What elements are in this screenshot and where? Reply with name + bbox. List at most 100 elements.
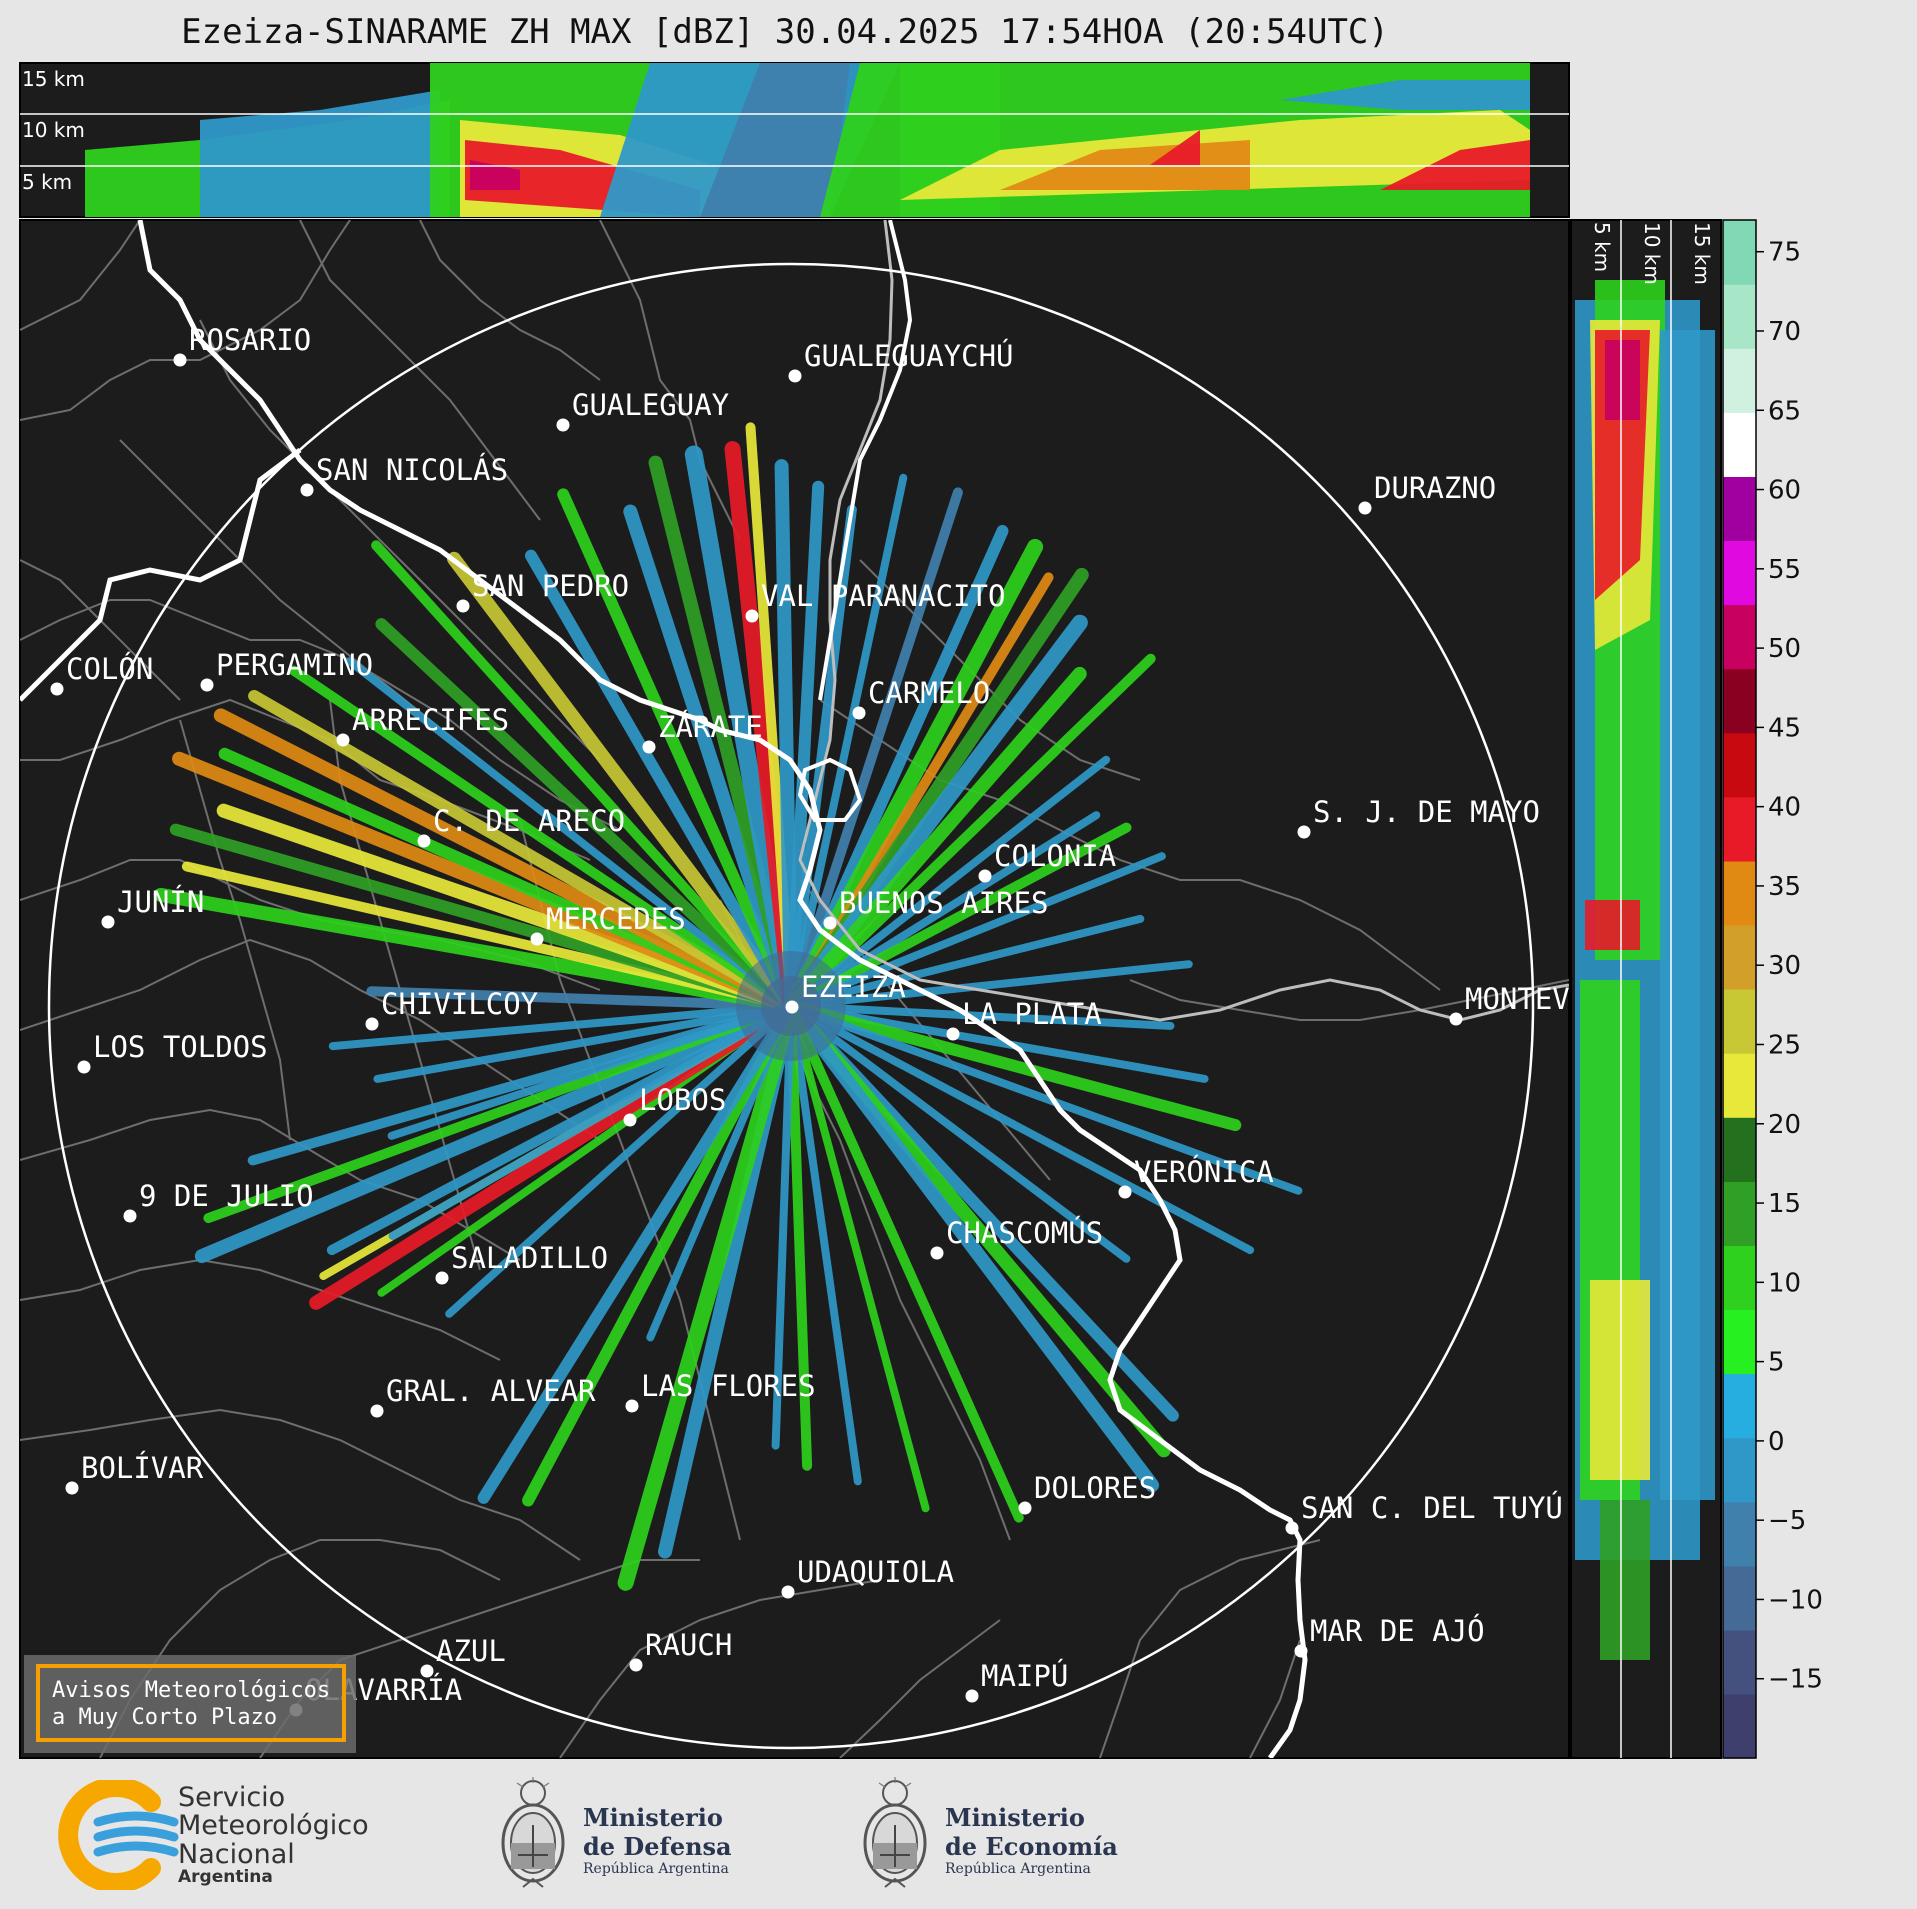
city-dot — [50, 682, 64, 696]
city-label: MAIPÚ — [981, 1659, 1068, 1693]
colorbar-tick-label: 45 — [1768, 713, 1801, 743]
city-label: SAN C. DEL TUYÚ — [1301, 1491, 1563, 1525]
city-marker: S. J. DE MAYO — [1297, 795, 1540, 839]
city-label: RAUCH — [645, 1628, 732, 1662]
city-marker: C. DE ARECO — [417, 804, 625, 848]
colorbar-tick-label: 60 — [1768, 476, 1801, 506]
colorbar-tick-label: 5 — [1768, 1348, 1785, 1378]
city-marker: UDAQUIOLA — [781, 1555, 954, 1599]
colorbar-tick-label: 15 — [1768, 1189, 1801, 1219]
city-label: MONTEV — [1465, 982, 1570, 1016]
city-dot — [1018, 1501, 1032, 1515]
city-label: LA PLATA — [962, 997, 1102, 1031]
coat-of-arms-icon — [501, 1777, 565, 1888]
city-dot — [623, 1113, 637, 1127]
colorbar-tick-label: 40 — [1768, 793, 1801, 823]
colorbar-tick-label: −5 — [1768, 1506, 1806, 1536]
city-dot — [781, 1585, 795, 1599]
city-dot — [456, 599, 470, 613]
colorbar-segment — [1723, 1309, 1756, 1375]
city-dot — [336, 733, 350, 747]
city-dot — [420, 1664, 434, 1678]
colorbar-segment — [1723, 796, 1756, 862]
city-marker: DURAZNO — [1358, 471, 1496, 515]
city-label: DOLORES — [1034, 1471, 1156, 1505]
top-alt-5: 5 km — [22, 170, 72, 194]
radar-echoes — [153, 422, 1303, 1591]
side-height-panel: 5 km 10 km 15 km — [1570, 219, 1722, 1759]
city-dot — [417, 834, 431, 848]
alert-box: Avisos Meteorológicos a Muy Corto Plazo — [24, 1655, 356, 1753]
city-marker: COLÓN — [50, 652, 153, 696]
colorbar-tick-label: 0 — [1768, 1427, 1785, 1457]
city-marker: LAS FLORES — [625, 1369, 816, 1413]
rivers-and-coast — [20, 220, 1569, 1758]
colorbar-segment — [1723, 1053, 1756, 1118]
colorbar-segment — [1723, 604, 1756, 670]
colorbar-tick-label: 25 — [1768, 1031, 1801, 1061]
city-dot — [1297, 825, 1311, 839]
city-marker: SAN NICOLÁS — [300, 453, 508, 497]
city-label: C. DE ARECO — [433, 804, 625, 838]
city-dot — [946, 1027, 960, 1041]
city-dot — [642, 740, 656, 754]
colorbar-segment — [1723, 1501, 1756, 1567]
city-label: BUENOS AIRES — [839, 886, 1049, 920]
city-label: PERGAMINO — [216, 648, 373, 682]
city-label: SALADILLO — [451, 1241, 608, 1275]
smn-line-1: Servicio — [178, 1782, 286, 1813]
city-dot — [785, 1000, 799, 1014]
colorbar-tick-label: 10 — [1768, 1268, 1801, 1298]
city-label: GRAL. ALVEAR — [386, 1374, 596, 1408]
city-marker: COLONIA — [978, 839, 1116, 883]
city-label: DURAZNO — [1374, 471, 1496, 505]
economia-line-1: Ministerio — [945, 1803, 1085, 1832]
range-ring — [47, 262, 1535, 1750]
city-label: CHIVILCOY — [381, 987, 538, 1021]
alert-line-2: a Muy Corto Plazo — [52, 1705, 277, 1730]
city-label: COLÓN — [66, 652, 153, 686]
city-dot — [1449, 1012, 1463, 1026]
city-label: SAN NICOLÁS — [316, 453, 508, 487]
city-dot — [530, 932, 544, 946]
city-marker: JUNÍN — [101, 885, 204, 929]
city-label: GUALEGUAY — [572, 388, 729, 422]
city-marker: SAN PEDRO — [456, 569, 629, 613]
city-marker: BUENOS AIRES — [823, 886, 1049, 930]
city-dot — [101, 915, 115, 929]
city-marker: RAUCH — [629, 1628, 732, 1672]
colorbar-segment — [1723, 348, 1756, 413]
colorbar-segment — [1723, 1245, 1756, 1310]
city-marker: CHIVILCOY — [365, 987, 538, 1031]
chart-title: Ezeiza-SINARAME ZH MAX [dBZ] 30.04.2025 … — [181, 12, 1389, 52]
smn-line-4: Argentina — [178, 1867, 273, 1888]
smn-line-2: Meteorológico — [178, 1810, 369, 1842]
city-dot — [1358, 501, 1372, 515]
city-marker: ZÁRATE — [642, 710, 763, 754]
city-marker: PERGAMINO — [200, 648, 373, 692]
city-dot — [556, 418, 570, 432]
side-alt-10: 10 km — [1640, 222, 1664, 285]
colorbar-tick-label: 30 — [1768, 951, 1801, 981]
colorbar-segment — [1723, 1629, 1756, 1695]
city-marker: EZEIZA — [785, 970, 906, 1014]
colorbar-segment — [1723, 668, 1756, 734]
colorbar-segment — [1723, 989, 1756, 1054]
city-dot — [173, 353, 187, 367]
city-marker: MAIPÚ — [965, 1659, 1068, 1703]
colorbar-segment — [1723, 284, 1756, 349]
city-marker: VERÓNICA — [1118, 1155, 1274, 1199]
colorbar-segment — [1723, 1565, 1756, 1631]
city-label: LOS TOLDOS — [93, 1030, 268, 1064]
economia-line-2: de Economía — [945, 1832, 1118, 1861]
city-marker: SAN C. DEL TUYÚ — [1285, 1491, 1563, 1535]
city-dot — [965, 1689, 979, 1703]
top-alt-15: 15 km — [22, 67, 85, 91]
city-dot — [200, 678, 214, 692]
city-label: GUALEGUAYCHÚ — [804, 339, 1014, 373]
colorbar-segment — [1723, 476, 1756, 541]
city-label: AZUL — [436, 1634, 506, 1668]
city-dot — [77, 1060, 91, 1074]
city-marker: CARMELO — [852, 676, 990, 720]
